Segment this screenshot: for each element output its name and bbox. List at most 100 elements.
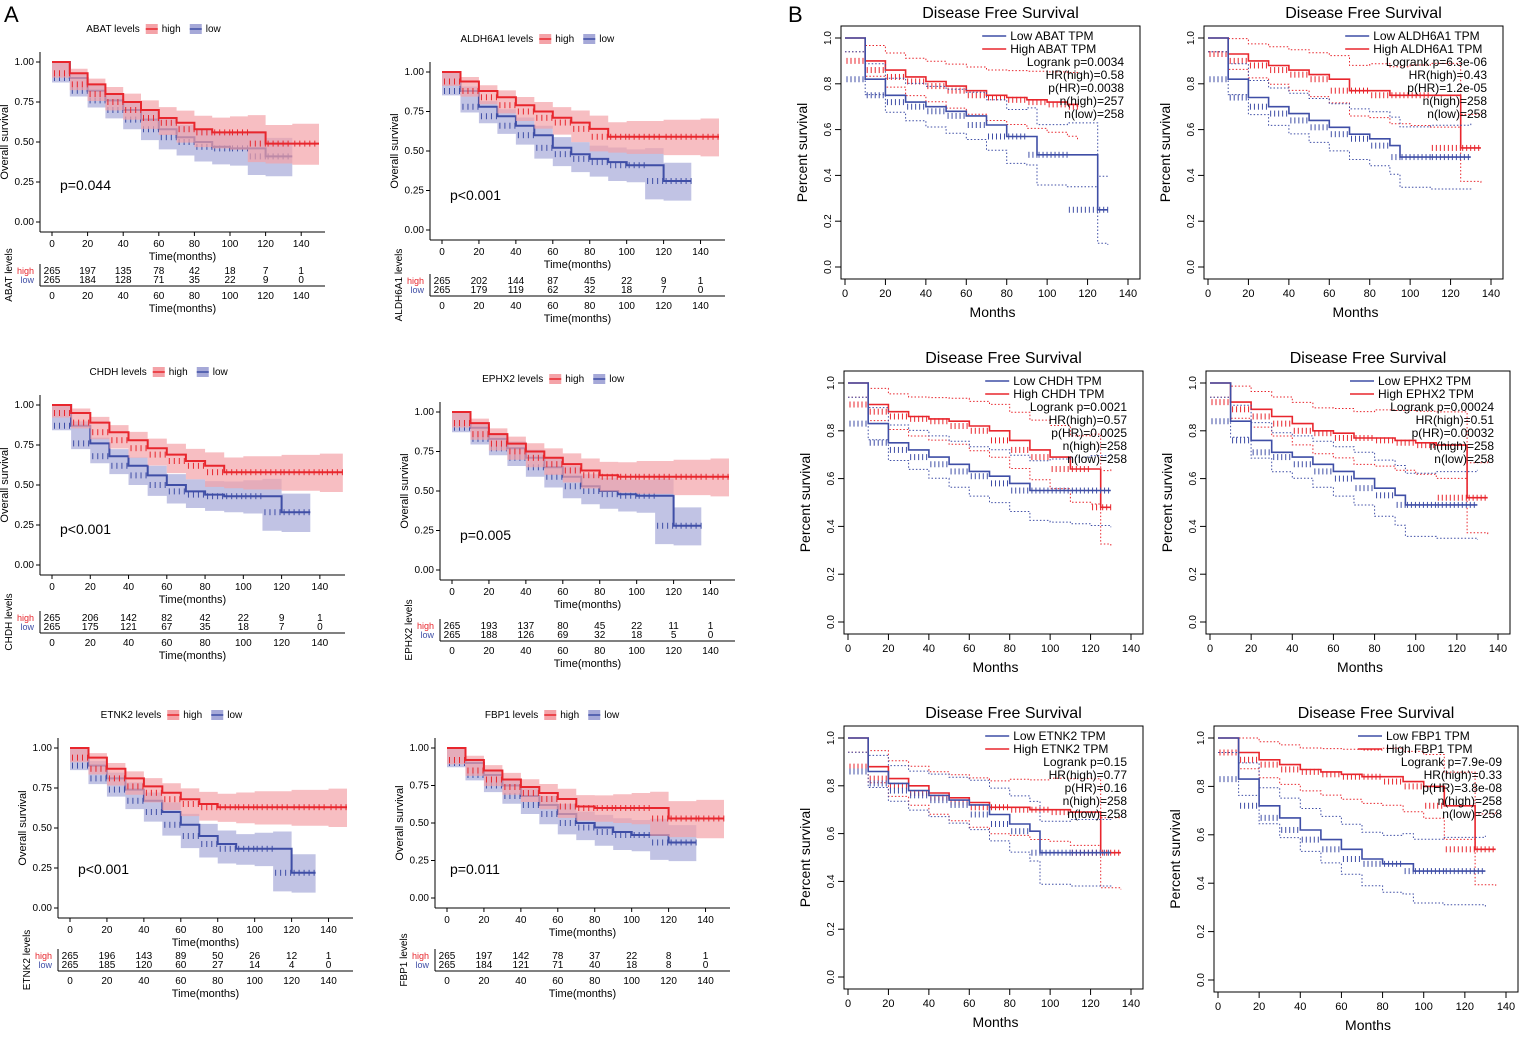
- risk-low-label: low: [38, 960, 52, 970]
- stat-line: HR(high)=0.33: [1424, 768, 1503, 782]
- risk-low-count: 184: [476, 960, 493, 971]
- legend-title: ABAT levels: [86, 24, 140, 35]
- x-axis-label: Months: [973, 659, 1019, 675]
- survival-chart-a-abat: 0.000.250.500.751.000 20 40 60 80 100 120 140Ti…: [0, 24, 325, 315]
- x-tick-label: 120: [257, 239, 274, 250]
- risk-high-count: 42: [200, 613, 212, 624]
- confidence-band-high: [52, 62, 319, 165]
- risk-x-axis-label: Time(months): [172, 988, 239, 1000]
- survival-chart-b-aldh6a1: Disease Free Survival 0.0 0.2 0.4 0.6 0.8 1.0 0…: [1157, 5, 1504, 320]
- survival-curve-low: [1210, 382, 1478, 506]
- risk-high-count: 37: [589, 951, 601, 962]
- risk-low-count: 120: [136, 960, 153, 971]
- x-tick-label: 80: [594, 587, 606, 598]
- stat-line: n(high)=257: [1060, 94, 1125, 108]
- risk-low-count: 18: [238, 622, 250, 633]
- risk-low-count: 265: [434, 285, 451, 296]
- risk-low-count: 35: [200, 622, 212, 633]
- y-axis-label: Overall survival: [399, 453, 411, 528]
- risk-low-count: 18: [621, 285, 633, 296]
- stat-line: Logrank p=7.9e-09: [1401, 755, 1502, 769]
- chart-title: Disease Free Survival: [925, 705, 1082, 722]
- x-tick-label: 80: [1368, 643, 1380, 655]
- legend-high-label: High ETNK2 TPM: [1013, 742, 1108, 756]
- risk-high-count: 197: [79, 266, 96, 277]
- y-tick-label: 0.25: [415, 526, 435, 537]
- risk-x-tick-label: 100: [623, 976, 640, 987]
- risk-low-count: 0: [698, 285, 704, 296]
- y-tick-label: 1.0: [826, 731, 837, 745]
- y-axis-label: Overall survival: [0, 104, 11, 179]
- risk-low-count: 0: [326, 960, 332, 971]
- y-tick-label: 0.2: [1188, 567, 1199, 581]
- p-value: p<0.001: [60, 521, 111, 537]
- x-tick-label: 80: [1004, 643, 1016, 655]
- y-tick-label: 0.8: [1186, 76, 1197, 90]
- risk-high-count: 9: [279, 613, 285, 624]
- y-tick-label: 0.0: [826, 615, 837, 629]
- legend-high-label: High EPHX2 TPM: [1378, 387, 1474, 401]
- y-tick-label: 0.8: [826, 778, 837, 792]
- legend-low-label: low: [206, 24, 222, 35]
- legend-high-label: high: [555, 34, 574, 45]
- x-axis-label: Months: [1345, 1017, 1391, 1033]
- risk-low-count: 40: [589, 960, 601, 971]
- risk-low-count: 265: [439, 960, 456, 971]
- risk-high-count: 265: [444, 621, 461, 632]
- risk-low-count: 32: [594, 630, 606, 641]
- survival-curve-low: [442, 71, 692, 182]
- survival-chart-a-fbp1: 0.000.250.500.751.000 20 40 60 80 100 120 140Ti…: [394, 710, 730, 1000]
- risk-low-count: 71: [153, 275, 165, 286]
- y-tick-label: 0.25: [405, 186, 425, 197]
- risk-x-tick-label: 140: [692, 301, 709, 312]
- risk-low-count: 188: [481, 630, 498, 641]
- risk-low-label: low: [420, 630, 434, 640]
- ci-lower-high: [1210, 396, 1489, 535]
- risk-x-tick-label: 20: [478, 976, 490, 987]
- risk-high-count: 50: [212, 951, 224, 962]
- x-tick-label: 140: [312, 582, 329, 593]
- x-tick-label: 60: [175, 925, 187, 936]
- risk-low-label: low: [20, 275, 34, 285]
- plot-frame: [843, 370, 1144, 635]
- x-tick-label: 140: [702, 587, 719, 598]
- x-tick-label: 100: [1415, 1001, 1433, 1013]
- risk-x-tick-label: 120: [655, 301, 672, 312]
- risk-high-count: 22: [626, 951, 638, 962]
- risk-x-tick-label: 100: [246, 976, 263, 987]
- x-tick-label: 40: [510, 247, 522, 258]
- chart-title: Disease Free Survival: [1298, 705, 1455, 722]
- chart-title: Disease Free Survival: [925, 350, 1082, 367]
- x-tick-label: 140: [1122, 998, 1140, 1010]
- x-tick-label: 20: [882, 643, 894, 655]
- stat-line: p(HR)=0.00032: [1412, 426, 1495, 440]
- survival-curve-high: [452, 411, 729, 478]
- stat-line: HR(high)=0.51: [1416, 413, 1495, 427]
- x-tick-label: 60: [963, 998, 975, 1010]
- y-tick-label: 0.6: [1196, 827, 1207, 841]
- y-tick-label: 1.0: [823, 31, 834, 45]
- x-tick-label: 40: [138, 925, 150, 936]
- y-tick-label: 1.00: [15, 400, 35, 411]
- x-tick-label: 120: [1081, 643, 1099, 655]
- x-tick-label: 60: [963, 643, 975, 655]
- legend-low-label: low: [609, 374, 625, 385]
- risk-low-count: 185: [99, 960, 116, 971]
- stat-line: Logrank p=6.3e-06: [1386, 55, 1487, 69]
- y-tick-label: 1.00: [415, 407, 435, 418]
- stat-line: n(high)=258: [1063, 794, 1128, 808]
- x-tick-label: 140: [320, 925, 337, 936]
- ci-lower-low: [1208, 51, 1472, 191]
- risk-x-tick-label: 40: [515, 976, 527, 987]
- risk-x-tick-label: 80: [584, 301, 596, 312]
- survival-curve-low: [52, 404, 311, 514]
- risk-high-count: 8: [666, 951, 672, 962]
- x-tick-label: 120: [1456, 1001, 1474, 1013]
- survival-chart-a-ephx2: 0.000.250.500.751.000 20 40 60 80 100 120 140Ti…: [399, 374, 735, 670]
- stat-line: p(HR)=0.0038: [1048, 81, 1124, 95]
- y-axis-label: Percent survival: [794, 103, 810, 203]
- y-tick-label: 1.0: [1188, 376, 1199, 390]
- risk-low-count: 62: [547, 285, 559, 296]
- stat-line: HR(high)=0.58: [1046, 68, 1125, 82]
- risk-x-tick-label: 140: [293, 291, 310, 302]
